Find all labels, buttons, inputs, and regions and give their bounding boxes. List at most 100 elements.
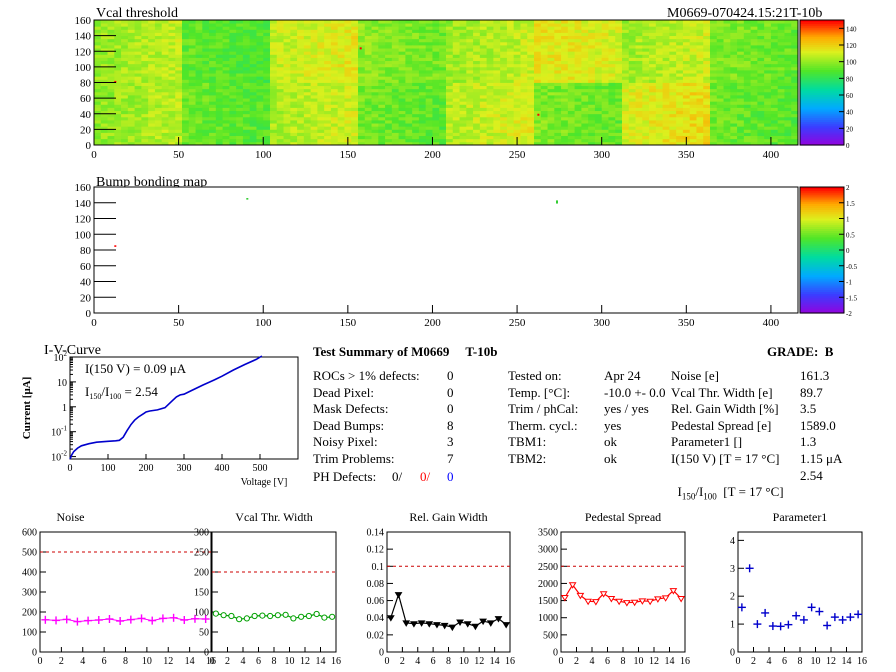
- vcal-cell: [168, 35, 176, 40]
- vcal-cell: [594, 26, 603, 30]
- vcal-cell: [141, 85, 149, 90]
- vcal-cell: [385, 73, 393, 77]
- vcal-cell: [385, 35, 393, 40]
- vcal-cell: [175, 126, 183, 130]
- vcal-cell: [134, 76, 142, 80]
- vcal-palette-cell: [800, 128, 844, 132]
- iv-ytick-label: 10-2: [51, 450, 67, 464]
- vcal-cell: [757, 135, 765, 140]
- vcal-cell: [479, 32, 488, 37]
- vcal-cell: [622, 79, 630, 83]
- vcal-cell: [371, 138, 379, 143]
- vcal-cell: [446, 41, 454, 46]
- vcal-cell: [161, 107, 169, 112]
- vcal-cell: [459, 73, 467, 77]
- vcal-cell: [506, 85, 515, 90]
- vcal-cell: [297, 23, 305, 27]
- vcal-cell: [358, 101, 366, 105]
- vcal-cell: [121, 123, 129, 127]
- vcal-cell: [622, 29, 630, 33]
- vcal-cell: [270, 51, 278, 55]
- vcal-cell: [398, 70, 406, 74]
- vcal-cell: [351, 32, 359, 37]
- vcal-cell: [662, 48, 670, 52]
- vcal-cell: [730, 132, 738, 137]
- vcal-cell: [561, 48, 569, 52]
- vcal-cell: [398, 95, 406, 99]
- vcal-cell: [676, 123, 684, 127]
- vcal-cell: [297, 135, 305, 140]
- vcal-cell: [649, 70, 657, 74]
- vcal-cell: [263, 101, 271, 105]
- measure-row-label: Parameter1 []: [671, 434, 743, 450]
- vcal-cell: [114, 63, 122, 68]
- vcal-cell: [229, 104, 237, 108]
- vcal-cell: [777, 101, 785, 105]
- vcal-cell: [242, 41, 251, 46]
- vcal-cell: [337, 70, 345, 74]
- vcal-cell: [107, 98, 115, 102]
- iv-annotation-text: I(150 V) = 0.09: [85, 361, 170, 376]
- vcal-cell: [148, 63, 156, 68]
- vcal-cell: [737, 60, 745, 65]
- bump-palette-cell: [800, 210, 844, 213]
- vcal-cell: [141, 120, 149, 124]
- vcal-cell: [351, 66, 359, 71]
- vcal-cell: [242, 88, 251, 93]
- vcal-cell: [567, 104, 576, 108]
- vcal-cell: [256, 85, 264, 90]
- vcal-cell: [276, 123, 284, 127]
- vcal-cell: [588, 95, 596, 99]
- vcal-cell: [791, 48, 799, 52]
- vcal-cell: [473, 26, 481, 30]
- vcal-cell: [276, 113, 284, 118]
- vcal-cell: [561, 132, 569, 137]
- vcal-palette-label: 40: [846, 109, 854, 117]
- vcal-cell: [141, 141, 149, 146]
- vcal-cell: [554, 132, 562, 137]
- vcal-cell: [344, 132, 352, 137]
- vcal-cell: [473, 88, 481, 93]
- vcal-cell: [398, 141, 406, 146]
- vcal-cell: [642, 82, 650, 87]
- vcal-cell: [594, 120, 603, 124]
- vcal-cell: [127, 88, 136, 93]
- vcal-cell: [554, 104, 562, 108]
- vcal-cell: [127, 101, 136, 105]
- vcal-cell: [378, 123, 386, 127]
- vcal-cell: [121, 79, 129, 83]
- vcal-cell: [473, 79, 481, 83]
- vcal-cell: [506, 48, 515, 52]
- vcal-cell: [100, 107, 108, 112]
- vcal-cell: [737, 20, 745, 24]
- vcal-cell: [750, 57, 758, 62]
- vcal-cell: [405, 123, 413, 127]
- vcal-cell: [730, 101, 738, 105]
- vcal-cell: [263, 141, 271, 146]
- vcal-cell: [554, 110, 562, 115]
- vcal-cell: [351, 85, 359, 90]
- vcal-cell: [222, 104, 230, 108]
- vcal-cell: [141, 60, 149, 65]
- vcal-cell: [161, 76, 169, 80]
- vcal-cell: [344, 123, 352, 127]
- vcal_width-xtick-label: 16: [331, 656, 341, 667]
- vcal-cell: [121, 110, 129, 115]
- vcal-cell: [412, 23, 420, 27]
- vcal-cell: [324, 70, 332, 74]
- vcal-cell: [364, 41, 372, 46]
- vcal-cell: [114, 70, 122, 74]
- defect-row-value: 8: [447, 417, 454, 433]
- vcal-cell: [127, 57, 136, 62]
- vcal-cell: [622, 113, 630, 118]
- vcal-cell: [635, 116, 643, 121]
- vcal-cell: [432, 88, 440, 93]
- vcal-cell: [689, 123, 697, 127]
- vcal-cell: [703, 51, 711, 55]
- vcal-cell: [297, 45, 305, 49]
- vcal-cell: [655, 57, 664, 62]
- vcal-cell: [689, 141, 697, 146]
- vcal-cell: [405, 107, 413, 112]
- vcal-cell: [222, 113, 230, 118]
- vcal-cell: [770, 32, 779, 37]
